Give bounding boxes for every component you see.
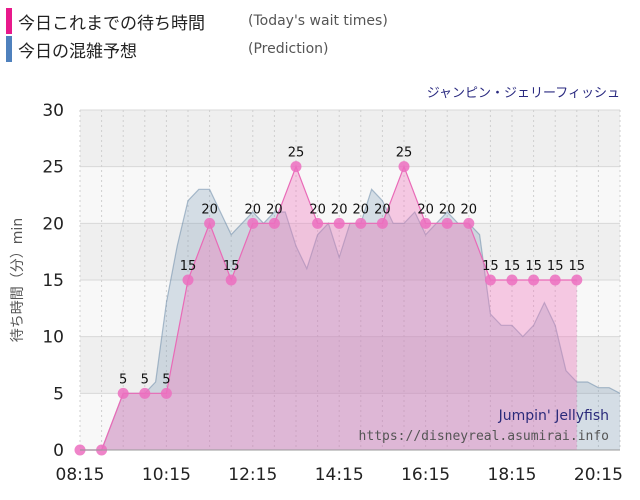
data-label: 15 [180,259,197,274]
today-point [139,387,151,399]
data-label: 25 [396,146,413,161]
watermark-name: Jumpin' Jellyfish [498,408,609,424]
data-label: 20 [439,202,456,217]
data-label: 20 [374,202,391,217]
data-label: 25 [288,146,305,161]
y-tick-label: 5 [53,384,64,404]
plot-band [80,223,620,280]
legend-label-today: 今日これまでの待ち時間 [18,13,205,34]
y-tick-label: 20 [42,214,64,234]
legend-note-today: (Today's wait times) [248,13,388,29]
today-point [571,274,583,286]
today-point [333,217,345,229]
x-tick-label: 12:15 [228,465,277,485]
data-label: 5 [162,372,170,387]
x-tick-label: 20:15 [574,465,623,485]
plot-band [80,166,620,224]
today-area [80,166,577,450]
legend-swatch-prediction [6,36,12,62]
x-tick-label: 10:15 [142,465,191,485]
x-tick-label: 08:15 [56,465,105,485]
y-tick-label: 15 [42,271,64,291]
today-point [247,217,259,229]
legend-item-today: 今日これまでの待ち時間 (Today's wait times) [6,8,388,34]
data-label: 20 [245,202,262,217]
today-point [204,217,216,229]
data-label: 15 [525,259,542,274]
today-point [312,217,324,229]
prediction-line [80,188,621,451]
data-label: 20 [353,202,370,217]
today-point [463,217,475,229]
y-tick-label: 25 [42,158,64,178]
y-tick-label: 0 [53,441,64,461]
today-point [117,387,129,399]
data-label: 15 [482,259,499,274]
y-axis-label: 待ち時間（分）min [10,218,26,342]
today-point [160,387,172,399]
legend-item-prediction: 今日の混雑予想 (Prediction) [6,36,328,62]
y-tick-label: 10 [42,328,64,348]
data-label: 20 [266,202,283,217]
plot-band [80,280,620,337]
legend-note-prediction: (Prediction) [248,41,329,57]
legend-swatch-today [6,8,12,34]
today-point [484,274,496,286]
data-label: 20 [309,202,326,217]
watermark-url: https://disneyreal.asumirai.info [359,429,609,444]
today-point [290,161,302,173]
data-label: 15 [547,259,564,274]
today-point [506,274,518,286]
today-point [182,274,194,286]
data-label: 20 [201,202,218,217]
today-point [441,217,453,229]
today-point [528,274,540,286]
today-point [225,274,237,286]
x-tick-label: 18:15 [488,465,537,485]
plot-band [80,393,620,450]
today-point [355,217,367,229]
data-label: 15 [223,259,240,274]
today-point [420,217,432,229]
today-point [398,161,410,173]
legend-label-prediction: 今日の混雑予想 [18,41,137,62]
data-label: 5 [119,372,127,387]
today-point [549,274,561,286]
today-point [376,217,388,229]
data-label: 20 [331,202,348,217]
data-label: 15 [569,259,586,274]
data-label: 15 [504,259,521,274]
data-label: 5 [141,372,149,387]
attraction-name: ジャンピン・ジェリーフィッシュ [426,86,620,101]
x-tick-label: 14:15 [315,465,364,485]
data-label: 20 [417,202,434,217]
today-point [268,217,280,229]
data-label: 20 [461,202,478,217]
prediction-area [80,189,620,451]
plot-band [80,336,620,394]
y-tick-label: 30 [42,101,64,121]
x-tick-label: 16:15 [401,465,450,485]
plot-band [80,110,620,167]
